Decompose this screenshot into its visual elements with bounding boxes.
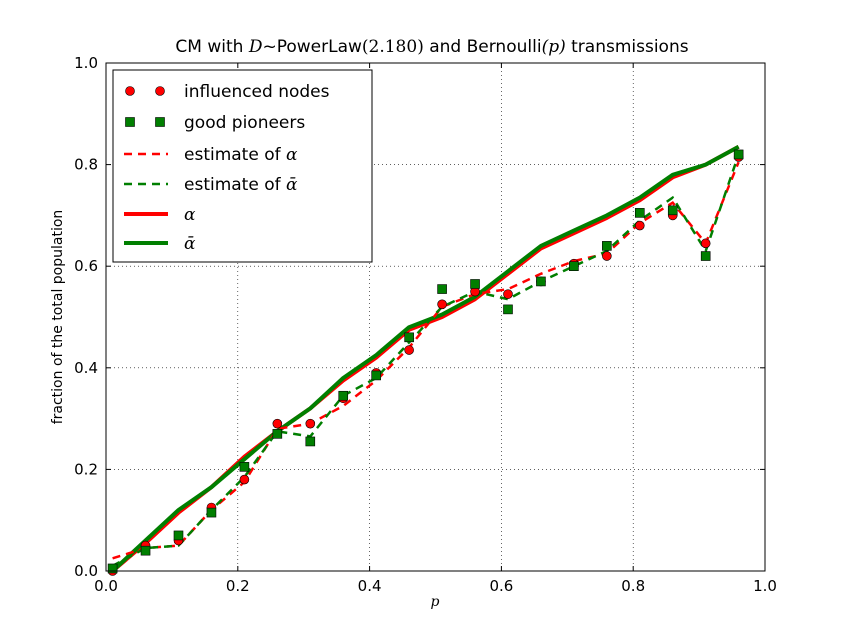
x-tick-label: 1.0 — [753, 577, 777, 595]
y-tick-label: 0.8 — [74, 156, 98, 174]
legend-marker — [155, 86, 165, 96]
point-good-pioneers — [107, 563, 118, 574]
point-influenced-nodes — [437, 299, 447, 310]
point-good-pioneers — [338, 390, 349, 401]
y-tick-label: 0.2 — [74, 460, 98, 478]
legend-marker — [155, 117, 165, 127]
x-tick-label: 0.6 — [489, 577, 513, 595]
point-influenced-nodes — [305, 418, 316, 429]
legend-entry-influenced-nodes: influenced nodes — [125, 82, 330, 102]
legend-label: good pioneers — [184, 113, 305, 133]
point-good-pioneers — [140, 545, 151, 556]
legend-entry-estimate-alpha: estimate of α — [124, 145, 298, 165]
point-good-pioneers — [503, 304, 513, 315]
point-good-pioneers — [371, 370, 381, 381]
chart-title: CM with D~PowerLaw(2.180) and Bernoulli(… — [175, 37, 688, 57]
legend-box — [112, 69, 373, 263]
x-tick-label: 0.2 — [226, 577, 250, 595]
point-good-pioneers — [404, 332, 414, 343]
point-good-pioneers — [470, 279, 480, 289]
point-good-pioneers — [239, 462, 250, 472]
point-good-pioneers — [173, 530, 184, 541]
legend-label: α — [184, 205, 196, 225]
y-tick-label: 0.0 — [74, 562, 98, 580]
series-line-alpha-bar — [111, 145, 740, 573]
legend-label: ᾱ — [184, 234, 196, 254]
legend-entry-estimate-alpha-bar: estimate of ᾱ — [124, 175, 298, 195]
y-tick-label: 0.4 — [74, 359, 98, 377]
point-influenced-nodes — [602, 251, 612, 261]
series-line-estimate-alpha — [112, 161, 740, 560]
legend-entry-alpha-bar: ᾱ — [124, 234, 196, 254]
point-influenced-nodes — [700, 238, 711, 249]
legend: influenced nodes good pioneers estimate … — [112, 69, 373, 263]
point-influenced-nodes — [503, 289, 513, 299]
point-good-pioneers — [272, 429, 283, 439]
point-influenced-nodes — [634, 220, 645, 231]
series-layer — [107, 145, 744, 576]
ticks: 0.0 0.2 0.4 0.6 0.8 1.0 0.0 0.2 0.4 0.6 0.8 1.0 — [74, 54, 777, 595]
point-good-pioneers — [569, 261, 579, 272]
legend-label: estimate of ᾱ — [184, 175, 298, 195]
y-axis-label: fraction of the total population — [50, 210, 66, 425]
legend-marker — [125, 117, 135, 127]
x-tick-label: 0.0 — [94, 577, 118, 595]
point-influenced-nodes — [404, 345, 414, 355]
point-good-pioneers — [634, 208, 645, 218]
x-tick-label: 0.4 — [358, 577, 382, 595]
point-good-pioneers — [437, 284, 447, 294]
y-tick-label: 0.6 — [74, 257, 98, 275]
plot-frame — [105, 62, 766, 572]
legend-entry-alpha: α — [124, 205, 196, 225]
x-axis-label: p — [431, 594, 440, 610]
legend-label: influenced nodes — [184, 82, 330, 102]
x-tick-label: 0.8 — [621, 577, 645, 595]
legend-label: estimate of α — [184, 145, 298, 165]
point-good-pioneers — [305, 436, 316, 447]
point-influenced-nodes — [272, 418, 283, 429]
legend-marker — [125, 86, 135, 96]
series-line-estimate-alpha-bar — [112, 153, 740, 567]
point-good-pioneers — [536, 276, 546, 287]
y-tick-label: 1.0 — [74, 54, 98, 72]
point-influenced-nodes — [239, 474, 250, 485]
point-good-pioneers — [733, 149, 744, 160]
point-good-pioneers — [602, 241, 612, 251]
legend-entry-good-pioneers: good pioneers — [125, 113, 305, 133]
point-good-pioneers — [667, 205, 678, 216]
point-good-pioneers — [206, 507, 217, 518]
point-good-pioneers — [700, 251, 711, 261]
